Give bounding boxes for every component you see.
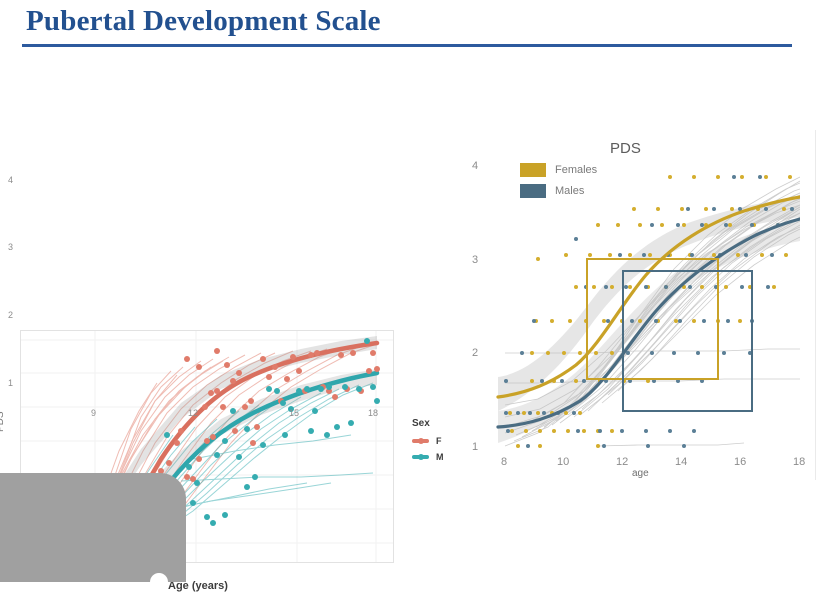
- page-title: Pubertal Development Scale: [26, 5, 381, 37]
- right-ytick-1: 1: [472, 441, 479, 453]
- slide-header: Pubertal Development Scale: [0, 0, 832, 52]
- left-ytick-3: 3: [8, 242, 14, 252]
- legend-label-females: Females: [555, 164, 598, 176]
- pds-spaghetti-chart-left: 4 3 2 1 9 12 15 18 Age (years) PDS Sex F…: [0, 160, 460, 592]
- right-ytick-2: 2: [472, 347, 479, 359]
- left-ytick-2: 2: [8, 310, 14, 320]
- left-xtick-18: 18: [368, 408, 379, 418]
- left-xtick-9: 9: [91, 408, 97, 418]
- webcam-video-panel[interactable]: [0, 473, 186, 591]
- legend-title-sex: Sex: [412, 418, 430, 429]
- legend-item-female[interactable]: F: [412, 436, 444, 446]
- right-xtick-8: 8: [501, 456, 508, 468]
- legend-label-male: M: [436, 452, 444, 462]
- left-ytick-1: 1: [8, 378, 14, 388]
- left-xtick-15: 15: [289, 408, 300, 418]
- right-chart-title: PDS: [610, 140, 641, 157]
- legend-swatch-male-icon: [412, 453, 429, 460]
- legend-label-males: Males: [555, 185, 585, 197]
- legend-item-males[interactable]: Males: [520, 184, 597, 198]
- right-chart-legend: Females Males: [520, 163, 597, 205]
- left-y-axis-title: PDS: [0, 411, 6, 432]
- right-xtick-12: 12: [616, 456, 629, 468]
- right-chart-canvas: [496, 175, 800, 448]
- left-ytick-4: 4: [8, 175, 14, 185]
- pds-chart-right: PDS: [460, 130, 832, 490]
- right-female-fit-curve: [496, 195, 800, 399]
- left-xtick-12: 12: [188, 408, 199, 418]
- avatar-head-icon: [150, 573, 168, 591]
- legend-label-female: F: [436, 436, 442, 446]
- right-ytick-3: 3: [472, 254, 479, 266]
- right-xtick-10: 10: [557, 456, 570, 468]
- right-ytick-4: 4: [472, 160, 479, 172]
- left-chart-legend: Sex F M: [412, 418, 444, 468]
- left-male-confidence-band: [25, 369, 377, 553]
- males-window-rect: [622, 270, 753, 412]
- legend-swatch-female-icon: [412, 437, 429, 444]
- females-window-rect: [586, 258, 719, 380]
- right-male-confidence-band: [498, 221, 800, 443]
- legend-item-females[interactable]: Females: [520, 163, 597, 177]
- right-xtick-18: 18: [793, 456, 806, 468]
- right-chart-plot-panel: [488, 165, 800, 450]
- right-xtick-16: 16: [734, 456, 747, 468]
- right-male-fit-curve: [496, 217, 800, 429]
- title-underline-rule: [22, 44, 792, 47]
- right-male-points: [504, 175, 794, 448]
- right-chart-divider: [815, 130, 816, 480]
- legend-swatch-females-icon: [520, 163, 546, 177]
- right-xtick-14: 14: [675, 456, 688, 468]
- right-x-axis-title: age: [632, 468, 649, 479]
- legend-item-male[interactable]: M: [412, 452, 444, 462]
- legend-swatch-males-icon: [520, 184, 546, 198]
